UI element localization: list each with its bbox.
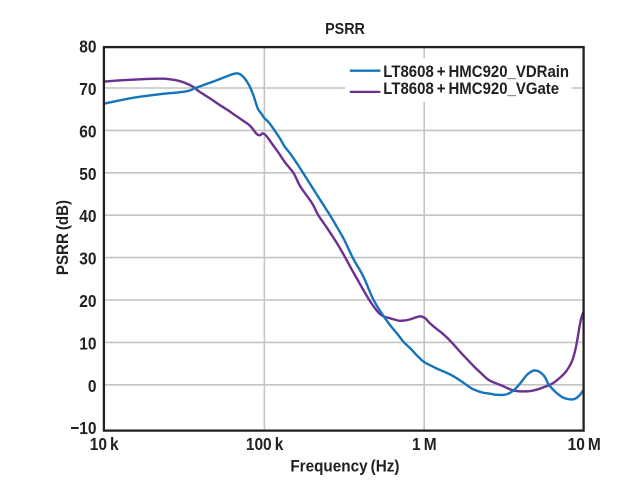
svg-text:0: 0 (88, 376, 97, 396)
svg-text:70: 70 (79, 79, 96, 99)
svg-text:PSRR (dB): PSRR (dB) (54, 200, 72, 275)
svg-text:10 M: 10 M (568, 434, 601, 454)
svg-text:60: 60 (79, 121, 96, 141)
svg-text:20: 20 (79, 291, 96, 311)
svg-text:80: 80 (79, 37, 96, 57)
svg-text:−10: −10 (70, 418, 96, 438)
svg-text:10: 10 (79, 333, 96, 353)
svg-text:Frequency (Hz): Frequency (Hz) (290, 457, 399, 476)
svg-text:PSRR: PSRR (325, 20, 365, 38)
svg-text:LT8608 + HMC920_VDRain: LT8608 + HMC920_VDRain (383, 63, 569, 81)
svg-text:40: 40 (79, 206, 96, 226)
svg-text:1 M: 1 M (412, 434, 437, 454)
svg-text:50: 50 (79, 164, 96, 184)
svg-text:30: 30 (79, 249, 96, 269)
svg-text:100 k: 100 k (246, 434, 284, 454)
svg-text:10 k: 10 k (90, 434, 120, 454)
svg-text:LT8608 + HMC920_VGate: LT8608 + HMC920_VGate (383, 80, 559, 98)
